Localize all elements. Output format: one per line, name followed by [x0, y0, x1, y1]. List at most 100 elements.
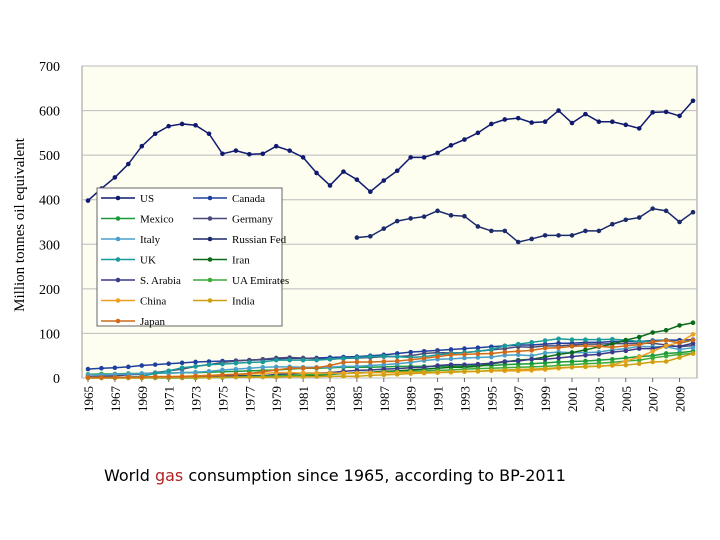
legend-label: UK	[140, 255, 156, 267]
data-point	[247, 371, 252, 376]
x-tick-label: 1983	[323, 386, 338, 412]
data-point	[502, 359, 508, 364]
y-tick-label: 100	[39, 327, 60, 342]
data-point	[314, 357, 319, 363]
data-point	[583, 111, 588, 117]
legend-label: China	[140, 296, 166, 308]
data-point	[542, 360, 548, 366]
data-point	[354, 235, 360, 240]
data-point	[677, 113, 682, 119]
data-point	[448, 352, 454, 358]
data-point	[475, 130, 481, 136]
data-point	[126, 161, 131, 167]
data-point	[610, 336, 615, 342]
data-point	[556, 355, 561, 361]
data-point	[126, 364, 131, 370]
data-point	[462, 362, 467, 367]
data-point	[663, 208, 669, 214]
data-point	[247, 365, 252, 371]
data-point	[421, 370, 427, 376]
data-point	[462, 346, 467, 351]
x-tick-label: 1997	[511, 386, 526, 413]
legend-label: Russian Fed	[232, 234, 287, 246]
data-point	[354, 355, 360, 360]
data-point	[623, 348, 629, 354]
data-point	[327, 356, 333, 362]
data-point	[489, 360, 494, 366]
legend-marker	[207, 195, 213, 201]
data-point	[677, 340, 682, 346]
legend-marker	[207, 298, 213, 303]
data-point	[99, 375, 104, 380]
data-point	[636, 346, 642, 351]
data-point	[85, 198, 91, 203]
data-point	[690, 320, 696, 326]
data-point	[677, 323, 682, 328]
legend-marker	[207, 277, 213, 283]
data-point	[368, 359, 373, 365]
data-point	[623, 358, 629, 364]
x-tick-label: 1993	[457, 386, 472, 412]
data-point	[556, 108, 561, 113]
caption: World gas consumption since 1965, accord…	[104, 466, 566, 485]
data-point	[99, 365, 104, 371]
data-point	[247, 360, 252, 365]
data-point	[556, 233, 561, 238]
data-point	[690, 337, 696, 343]
data-point	[193, 122, 198, 128]
data-point	[435, 208, 440, 214]
data-point	[126, 374, 131, 380]
data-point	[421, 214, 427, 219]
data-point	[636, 361, 642, 367]
legend-marker	[207, 216, 213, 221]
data-point	[448, 213, 454, 218]
data-point	[166, 374, 171, 379]
data-point	[260, 369, 266, 375]
data-point	[610, 221, 615, 227]
x-tick-label: 1985	[350, 386, 365, 412]
data-point	[556, 336, 561, 342]
data-point	[556, 352, 561, 357]
data-point	[529, 366, 534, 372]
data-point	[341, 356, 346, 361]
data-point	[556, 359, 561, 365]
data-point	[408, 155, 413, 160]
data-point	[542, 119, 548, 125]
data-point	[583, 337, 588, 342]
data-point	[354, 364, 360, 369]
x-tick-label: 1979	[269, 386, 284, 412]
data-point	[502, 117, 508, 122]
series-line	[88, 339, 694, 379]
data-point	[435, 150, 440, 156]
data-point	[515, 115, 521, 121]
data-point	[193, 359, 198, 365]
data-point	[448, 362, 454, 367]
data-point	[421, 365, 427, 370]
data-point	[636, 334, 642, 340]
data-point	[636, 342, 642, 347]
data-point	[193, 369, 198, 375]
data-point	[542, 345, 548, 351]
data-point	[569, 337, 575, 342]
data-point	[462, 352, 467, 357]
data-point	[435, 354, 440, 359]
data-point	[677, 344, 682, 349]
data-point	[421, 155, 427, 160]
legend-marker	[207, 236, 213, 242]
data-point	[663, 343, 669, 349]
data-point	[650, 330, 655, 335]
data-point	[596, 228, 602, 234]
data-point	[529, 348, 534, 353]
data-point	[368, 233, 373, 239]
data-point	[220, 151, 225, 157]
y-tick-label: 500	[39, 149, 60, 164]
data-point	[287, 357, 292, 363]
data-point	[220, 367, 225, 373]
data-point	[583, 228, 588, 234]
data-point	[650, 355, 655, 361]
data-point	[569, 120, 575, 126]
data-point	[287, 374, 292, 379]
data-point	[650, 206, 655, 211]
data-point	[408, 371, 413, 376]
